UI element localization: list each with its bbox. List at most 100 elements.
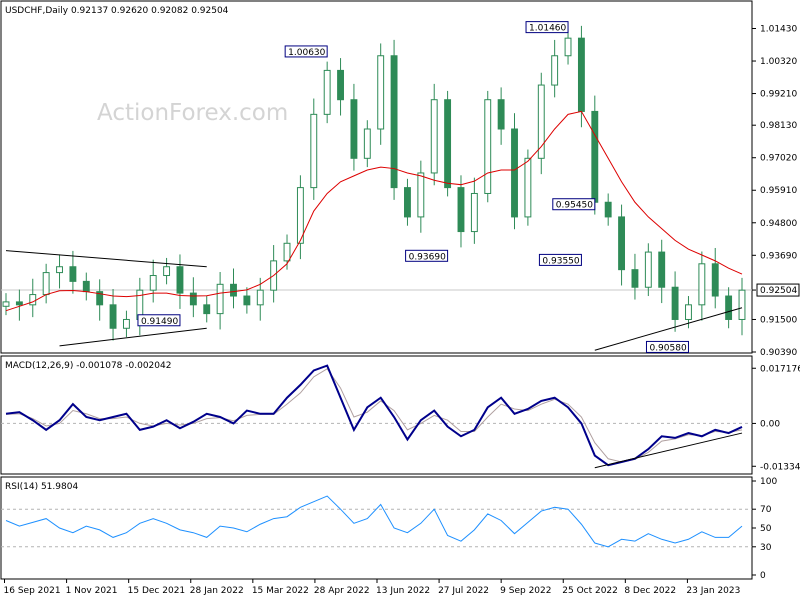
macd-line [5,364,743,467]
price-annotation-label: 0.91490 [141,317,178,327]
candle-body [631,269,639,288]
candle-body [725,295,733,320]
macd-axis-label: -0.01334 [760,462,800,472]
candle-body [644,251,652,288]
candle-body [203,304,211,315]
price-axis-label: 0.90390 [760,348,797,358]
candle-body [497,99,505,130]
current-price-box [756,283,800,297]
x-axis-label: 25 Oct 2022 [562,586,618,596]
price-axis-label: 0.94800 [760,219,797,229]
price-trendline [594,307,743,351]
rsi-axis-label: 70 [760,505,772,515]
candle-body [551,55,559,86]
price-annotation-box [284,45,328,58]
candle-body [711,263,719,297]
candle-body [122,318,130,329]
candle-body [216,283,224,315]
candle-body [484,99,492,194]
candle-body [524,157,532,218]
price-axis-label: 0.91500 [760,315,797,325]
macd-panel-title: MACD(12,26,9) -0.001078 -0.002042 [5,361,171,371]
candle-body [685,304,692,320]
candle-body [337,69,344,101]
candle-body [310,113,318,189]
x-axis-label: 9 Sep 2022 [500,586,551,596]
price-annotation-label: 0.93550 [542,256,579,266]
candle-body [618,216,626,271]
candle-body [256,289,264,306]
rsi-axis-label: 100 [760,477,777,487]
candle-body [69,266,77,282]
price-panel-frame [0,0,753,354]
price-annotation-box [552,198,596,211]
price-annotation-label: 1.01460 [529,24,566,34]
rsi-axis-label: 50 [760,524,772,534]
moving-average-line [5,110,743,312]
x-axis-label: 15 Mar 2022 [252,586,309,596]
candle-body [283,242,291,262]
candle-body [537,84,545,159]
macd-signal-line [5,368,743,463]
rsi-line [5,495,743,548]
candle-body [577,37,585,112]
price-axis-label: 0.93690 [760,251,797,261]
price-axis-label: 0.99210 [760,90,797,100]
candle-body [323,69,331,115]
watermark: ActionForex.com [97,100,288,126]
candle-body [363,128,371,159]
candle-body [698,263,706,306]
price-candles [2,25,746,341]
candle-body [591,110,599,203]
candle-body [163,266,171,277]
candle-body [15,301,23,306]
candle-body [511,128,518,218]
candle-body [82,280,90,293]
x-axis-label: 28 Jan 2022 [190,586,244,596]
price-annotation-box [137,314,181,327]
rsi-axis-label: 30 [760,543,772,553]
candle-body [604,201,612,218]
price-axis-label: 0.92504 [760,286,797,296]
candle-body [189,292,197,306]
x-axis-label: 1 Nov 2021 [66,586,118,596]
x-axis-label: 28 Apr 2022 [314,586,370,596]
price-annotation-box [538,253,582,266]
price-axis-label: 1.01430 [760,24,797,34]
rsi-panel-title: RSI(14) 51.9804 [5,482,78,492]
rsi-axis-label: 0 [760,571,766,581]
candle-body [243,295,251,306]
rsi-panel-frame [0,476,753,580]
price-panel-title: USDCHF,Daily 0.92137 0.92620 0.92082 0.9… [5,6,229,16]
macd-trendline [594,432,743,469]
price-axis-label: 0.98130 [760,121,797,131]
candle-body [377,55,385,130]
candle-body [149,275,157,291]
candle-body [390,55,398,189]
candle-body [296,187,304,244]
candle-body [564,37,572,57]
price-axis-label: 0.95910 [760,186,797,196]
candle-body [457,187,465,233]
candle-body [404,187,411,218]
candle-body [56,266,63,274]
price-trendline [59,327,207,347]
candle-body [444,99,452,189]
candle-body [176,266,184,294]
candle-body [42,272,50,296]
price-annotation-label: 0.93690 [409,252,446,262]
candle-body [658,251,666,288]
candle-body [738,289,746,320]
x-axis-label: 23 Jan 2023 [686,586,740,596]
price-annotation-box [405,249,449,262]
price-annotation-label: 1.00630 [288,48,325,58]
x-axis-label: 27 Jul 2022 [438,586,489,596]
price-axis-label: 0.97020 [760,154,797,164]
candle-body [417,172,425,218]
price-trendline [5,250,207,268]
macd-axis-label: 0.017176 [760,364,800,374]
candle-body [350,99,358,159]
candle-body [671,286,679,320]
price-annotation-box [525,21,569,34]
